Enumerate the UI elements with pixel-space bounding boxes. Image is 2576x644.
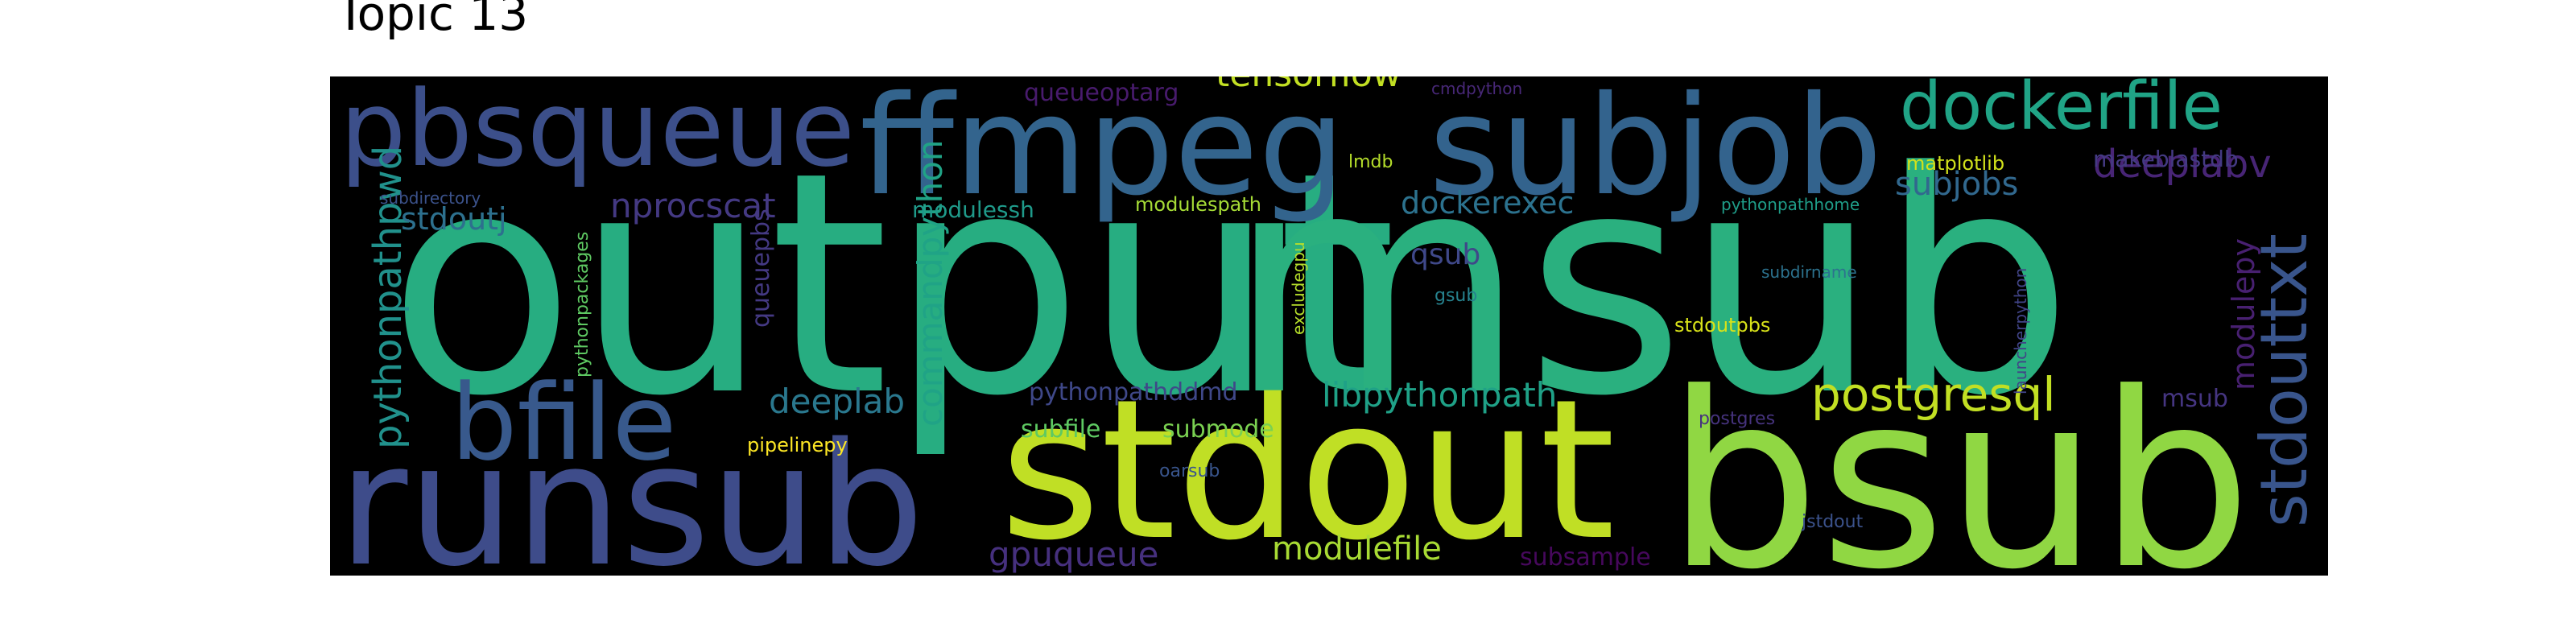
- word-group: outputmsubbsubstdoutrunsubsubjobffmpegpb…: [338, 76, 2322, 576]
- cloud-word-subfile: subfile: [1021, 415, 1100, 444]
- cloud-word-lmdb: lmdb: [1348, 152, 1393, 172]
- cloud-word-pbsqueue: pbsqueue: [340, 76, 855, 190]
- cloud-word-postgres: postgres: [1699, 409, 1775, 429]
- chart-title: Topic 13: [336, 0, 529, 41]
- cloud-word-queuepbs: queuepbs: [747, 208, 775, 328]
- cloud-word-ffmpeg: ffmpeg: [860, 76, 1345, 226]
- cloud-word-matplotlib: matplotlib: [1906, 152, 2004, 175]
- cloud-word-bsub: bsub: [1666, 341, 2252, 576]
- cloud-word-pythonpathpwd: pythonpathpwd: [365, 146, 411, 449]
- cloud-word-postgresql: postgresql: [1811, 367, 2055, 422]
- cloud-word-modulepy: modulepy: [2226, 238, 2261, 390]
- cloud-word-pythonpathddmd: pythonpathddmd: [1029, 378, 1238, 407]
- cloud-word-modulessh: modulessh: [912, 196, 1034, 223]
- cloud-word-cmdpython: cmdpython: [1431, 79, 1522, 98]
- cloud-word-oarsub: oarsub: [1159, 461, 1220, 481]
- cloud-word-pipelinepy: pipelinepy: [747, 434, 848, 456]
- cloud-word-launcherpython: launcherpython: [2011, 268, 2030, 394]
- cloud-word-libpythonpath: libpythonpath: [1322, 375, 1557, 415]
- cloud-word-pythonpackages: pythonpackages: [572, 232, 592, 378]
- cloud-word-subjob: subjob: [1429, 76, 1882, 226]
- cloud-word-dockerexec: dockerexec: [1401, 185, 1574, 221]
- cloud-word-pythonpathhome: pythonpathhome: [1721, 195, 1860, 214]
- cloud-word-output: output: [388, 106, 1397, 463]
- cloud-word-stdouttxt: stdouttxt: [2247, 233, 2322, 527]
- cloud-word-stdout: stdout: [1000, 357, 1616, 576]
- cloud-word-tensorflow: tensorflow: [1216, 76, 1402, 95]
- cloud-word-makeblastdb: makeblastdb: [2093, 146, 2239, 172]
- cloud-word-dockerfile: dockerfile: [1900, 76, 2223, 145]
- cloud-word-modulefile: modulefile: [1272, 530, 1442, 568]
- cloud-word-gpuqueue: gpuqueue: [989, 535, 1159, 574]
- cloud-word-deeplabv: deeplabv: [2093, 142, 2272, 187]
- cloud-word-stdoutj: stdoutj: [401, 201, 507, 237]
- cloud-word-msub: msub: [2161, 385, 2228, 413]
- cloud-word-stdoutpbs: stdoutpbs: [1674, 314, 1770, 336]
- cloud-word-bfile: bfile: [451, 361, 677, 484]
- cloud-word-queueoptarg: queueoptarg: [1024, 79, 1179, 107]
- cloud-word-excludegpu: excludegpu: [1289, 242, 1308, 335]
- cloud-word-gsub: gsub: [1435, 286, 1477, 306]
- cloud-word-commandpython: commandpython: [910, 139, 950, 427]
- cloud-word-modulespath: modulespath: [1135, 193, 1261, 216]
- cloud-word-subdirectory: subdirectory: [380, 188, 481, 208]
- cloud-word-msub: msub: [1228, 106, 2073, 463]
- cloud-word-subjobs: subjobs: [1895, 166, 2018, 203]
- cloud-word-subdirname: subdirname: [1761, 262, 1857, 282]
- word-cloud: outputmsubbsubstdoutrunsubsubjobffmpegpb…: [330, 76, 2328, 576]
- word-cloud-background: [330, 76, 2328, 576]
- cloud-word-qsub: qsub: [1410, 238, 1480, 271]
- cloud-word-subsample: subsample: [1520, 543, 1651, 572]
- cloud-word-runsub: runsub: [338, 407, 924, 576]
- cloud-word-jstdout: jstdout: [1801, 512, 1864, 532]
- cloud-word-deeplab: deeplab: [769, 382, 905, 421]
- cloud-word-submode: submode: [1162, 415, 1274, 444]
- cloud-word-nprocscat: nprocscat: [610, 186, 776, 225]
